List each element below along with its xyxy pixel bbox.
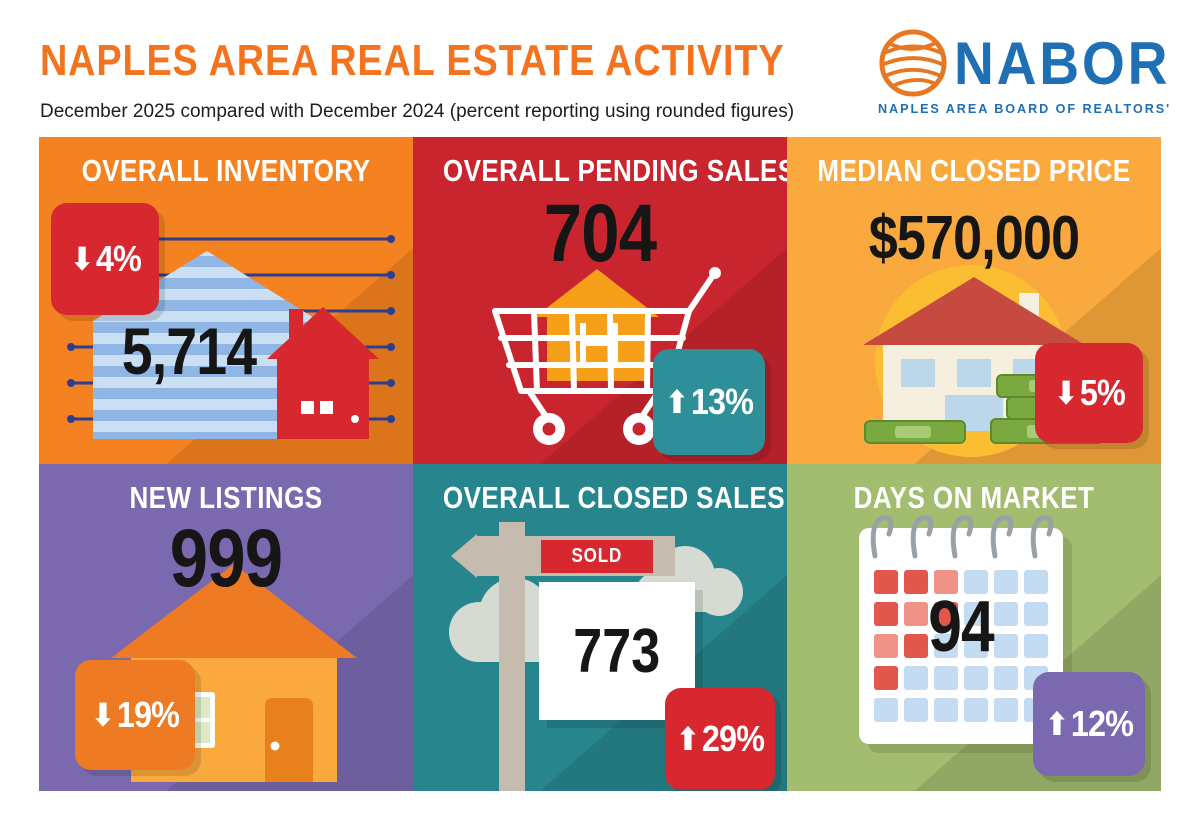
change-percent: 5% [1079, 372, 1125, 413]
tile-overall-inventory: OVERALL INVENTORY [39, 137, 413, 464]
tile-title: OVERALL CLOSED SALES [442, 480, 786, 515]
tile-median-closed-price: MEDIAN CLOSED PRICE $570,000 [787, 137, 1161, 464]
stat-value: 773 [573, 616, 661, 686]
change-percent: 4% [95, 238, 141, 279]
change-percent: 13% [690, 381, 754, 422]
badge-content: ⬆ 29% [675, 718, 765, 759]
red-house [267, 307, 379, 439]
change-percent: 12% [1070, 703, 1134, 744]
up-arrow-icon: ⬆ [664, 384, 690, 420]
nabor-logo: NABOR NAPLES AREA BOARD OF REALTORS' [878, 28, 1178, 116]
change-percent: 19% [116, 694, 180, 735]
tile-title: OVERALL PENDING SALES [442, 153, 787, 188]
down-arrow-icon: ⬇ [1053, 375, 1078, 411]
tile-new-listings: NEW LISTINGS 999 ⬇ [39, 464, 413, 791]
shopping-cart-graphic [492, 267, 721, 445]
tile-overall-closed-sales: OVERALL CLOSED SALES SOLD 773 [413, 464, 787, 791]
change-badge: ⬇ 5% [1035, 343, 1143, 443]
up-arrow-icon: ⬆ [1044, 706, 1070, 742]
stat-value: 999 [169, 513, 283, 604]
badge-content: ⬇ 5% [1053, 372, 1126, 413]
stat-value: 5,714 [121, 314, 257, 388]
badge-content: ⬇ 4% [69, 238, 142, 279]
tile-overall-pending-sales: OVERALL PENDING SALES 704 [413, 137, 787, 464]
calendar-cells [874, 570, 1048, 722]
logo-tagline: NAPLES AREA BOARD OF REALTORS' [878, 101, 1172, 116]
change-badge: ⬇ 19% [75, 660, 195, 770]
tile-title: MEDIAN CLOSED PRICE [817, 153, 1131, 188]
tile-title: NEW LISTINGS [129, 480, 323, 515]
sold-banner: SOLD [541, 540, 653, 573]
calendar-day-cells [874, 570, 1048, 722]
cart-wheels [533, 413, 655, 445]
page-subtitle: December 2025 compared with December 202… [40, 101, 795, 122]
badge-content: ⬆ 13% [664, 381, 754, 422]
change-badge: ⬆ 12% [1033, 672, 1145, 776]
nabor-globe-icon [879, 29, 947, 97]
logo-name: NABOR [954, 29, 1171, 97]
stat-value: $570,000 [868, 204, 1080, 273]
calendar-rings [870, 515, 1054, 559]
cart-house [535, 269, 659, 381]
change-badge: ⬇ 4% [51, 203, 159, 315]
tile-days-on-market: DAYS ON MARKET [787, 464, 1161, 791]
page-title: NAPLES AREA REAL ESTATE ACTIVITY [40, 36, 785, 85]
nabor-logo-row: NABOR [878, 28, 1178, 98]
down-arrow-icon: ⬇ [90, 697, 116, 733]
up-arrow-icon: ⬆ [675, 721, 701, 757]
badge-content: ⬆ 12% [1044, 703, 1134, 744]
sold-label: SOLD [571, 545, 623, 567]
change-percent: 29% [701, 718, 765, 759]
stats-grid: OVERALL INVENTORY [39, 137, 1161, 791]
down-arrow-icon: ⬇ [69, 241, 94, 277]
change-badge: ⬆ 13% [653, 349, 765, 455]
house-roof [111, 564, 357, 658]
calendar-graphic [859, 515, 1063, 744]
tile-title: OVERALL INVENTORY [81, 153, 371, 188]
stat-value: 704 [543, 188, 657, 279]
stat-value: 94 [928, 587, 994, 667]
house-door [265, 698, 313, 782]
tile-title: DAYS ON MARKET [853, 480, 1095, 515]
change-badge: ⬆ 29% [665, 688, 775, 790]
badge-content: ⬇ 19% [90, 694, 180, 735]
